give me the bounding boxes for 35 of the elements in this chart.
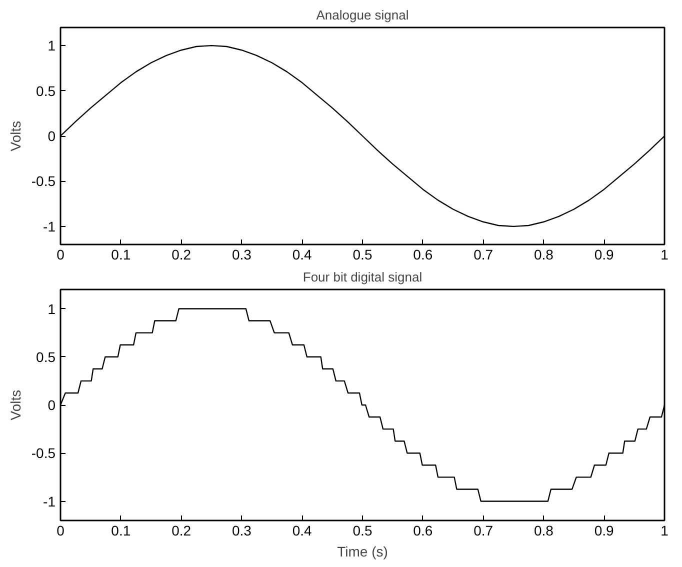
x-tick-label: 0.2: [172, 246, 192, 262]
x-tick-label: 0.6: [413, 522, 433, 538]
y-tick-label: -1: [43, 493, 56, 510]
x-tick-label: 0.5: [352, 522, 372, 538]
x-tick-label: 0.4: [292, 246, 312, 262]
y-tick-label: -0.5: [31, 173, 56, 190]
x-tick-label: 1: [660, 246, 669, 262]
y-tick-label: -1: [43, 218, 56, 234]
y-tick-label: 0.5: [36, 348, 56, 365]
x-tick-label: 0.2: [172, 522, 192, 538]
x-tick-label: 0.9: [594, 246, 614, 262]
x-tick-label: 0.3: [232, 522, 252, 538]
y-tick-label: -0.5: [31, 445, 56, 462]
y-tick-label: 0: [48, 128, 56, 144]
chart-title: Four bit digital signal: [302, 270, 422, 284]
x-tick-label: 0.3: [232, 246, 252, 262]
x-tick-label: 0.9: [594, 522, 614, 538]
x-tick-label: 0.5: [352, 246, 372, 262]
x-axis-title: Time (s): [337, 544, 388, 560]
y-axis-title: Volts: [7, 120, 24, 152]
chart-title: Analogue signal: [316, 8, 409, 22]
x-tick-label: 0.8: [534, 246, 554, 262]
x-tick-label: 0.6: [413, 246, 433, 262]
y-tick-label: 1: [48, 300, 56, 317]
x-tick-label: 0.1: [111, 246, 131, 262]
x-tick-label: 0.1: [111, 522, 131, 538]
x-tick-label: 0.7: [474, 246, 494, 262]
x-tick-label: 0.8: [534, 522, 554, 538]
y-tick-label: 1: [48, 38, 56, 54]
x-tick-label: 0.4: [292, 522, 312, 538]
x-tick-label: 0.7: [474, 522, 494, 538]
y-axis-title: Volts: [7, 390, 24, 420]
y-tick-label: 0.5: [36, 82, 56, 99]
y-tick-label: 0: [48, 397, 56, 413]
x-tick-label: 1: [660, 522, 669, 538]
